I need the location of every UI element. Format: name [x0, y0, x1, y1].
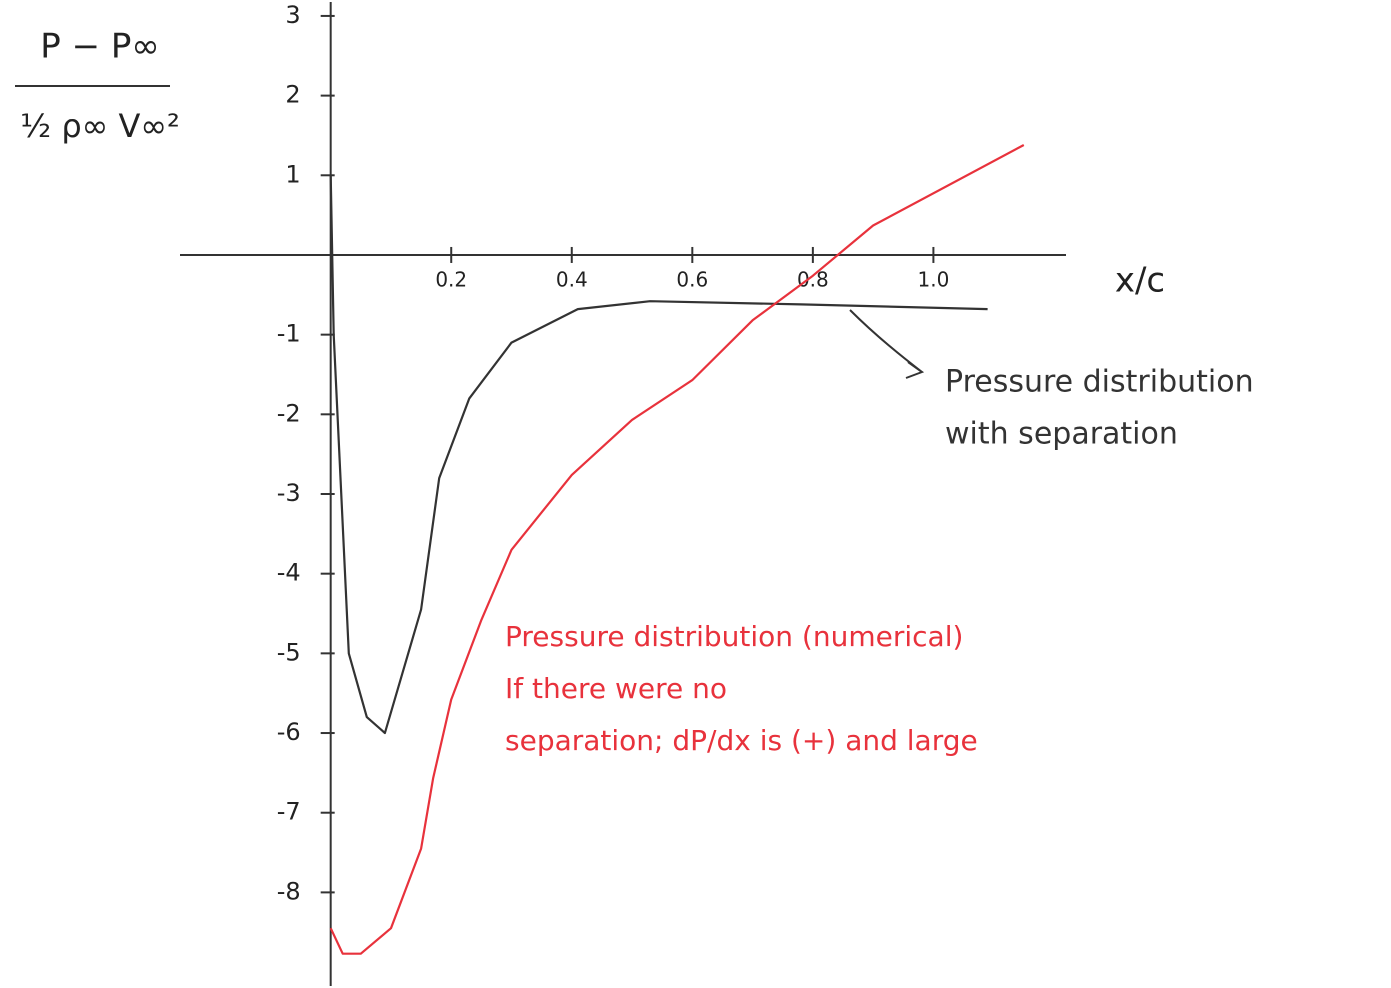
annotation-text: separation; dP/dx is (+) and large: [505, 724, 978, 757]
y-tick-label: -2: [277, 399, 301, 427]
x-label: x/c: [1115, 261, 1165, 301]
y-tick-label: -7: [277, 798, 301, 826]
y-tick-label: 3: [285, 1, 300, 29]
y-label-numerator: P − P∞: [40, 27, 159, 67]
x-tick-label: 0.8: [797, 267, 829, 291]
x-tick-label: 1.0: [917, 267, 949, 291]
y-tick-label: 1: [285, 160, 300, 188]
y-tick-label: -6: [277, 718, 301, 746]
annotation-text: If there were no: [505, 672, 727, 705]
y-tick-label: -1: [277, 320, 301, 348]
annotation-text: Pressure distribution: [945, 365, 1254, 400]
y-tick-label: -5: [277, 638, 301, 666]
y-tick-label: 2: [285, 81, 300, 109]
annotation-text: with separation: [945, 417, 1178, 452]
y-label-denominator: ½ ρ∞ V∞²: [20, 107, 180, 145]
y-tick-label: -8: [277, 877, 301, 905]
series-line: [329, 175, 988, 735]
annotation-text: Pressure distribution (numerical): [505, 620, 963, 653]
y-tick-label: -4: [277, 559, 301, 587]
x-tick-label: 0.6: [676, 267, 708, 291]
x-tick-label: 0.2: [435, 267, 467, 291]
x-tick-label: 0.4: [556, 267, 588, 291]
y-tick-label: -3: [277, 479, 301, 507]
series-line: [329, 144, 1025, 955]
annotation-arrow: [849, 309, 925, 379]
